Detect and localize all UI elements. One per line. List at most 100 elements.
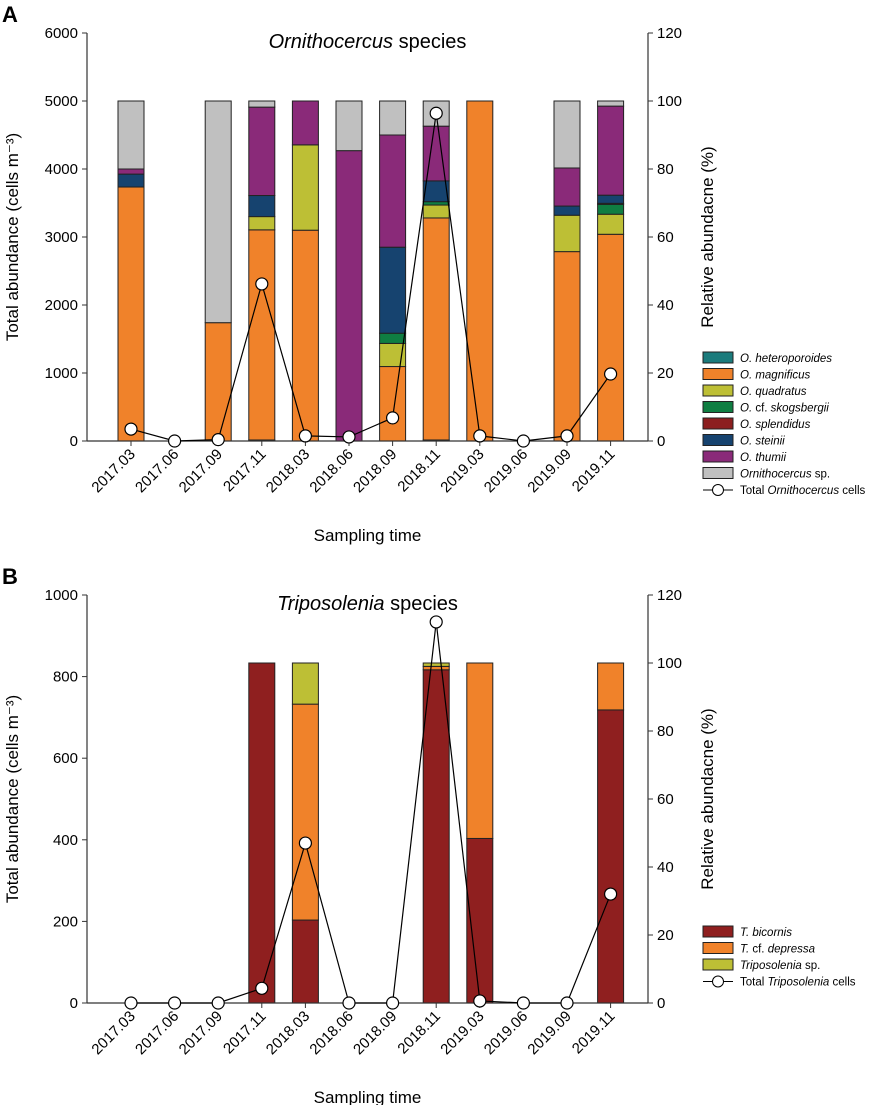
bar-segment	[597, 709, 625, 1004]
bar-segment	[379, 366, 407, 442]
y2-tick-label: 100	[657, 93, 682, 110]
legend-label: Total Triposolenia cells	[740, 977, 856, 989]
x-tick-label: 2018.03	[263, 1008, 313, 1058]
bar-segment	[335, 100, 363, 152]
total-cells-point	[603, 367, 618, 381]
x-tick-label: 2019.03	[437, 446, 487, 496]
x-tick-label: 2019.09	[524, 1008, 574, 1058]
y2-tick-label: 40	[657, 859, 674, 876]
x-tick-label: 2017.09	[176, 446, 226, 496]
total-cells-point	[298, 429, 312, 443]
legend-swatch	[702, 368, 734, 380]
x-tick-label: 2019.11	[569, 1008, 619, 1058]
chart-title: Ornithocercus species	[269, 31, 467, 53]
bar-segment	[248, 100, 276, 108]
legend-swatch	[702, 434, 734, 446]
x-tick-label: 2017.03	[88, 446, 138, 496]
bar-segment	[248, 106, 276, 197]
y2-tick-label: 60	[657, 791, 674, 808]
legend-swatch	[702, 351, 734, 364]
legend-label: T. cf. depressa	[740, 944, 815, 956]
x-tick-label: 2018.11	[394, 446, 444, 496]
legend-label: O. splendidus	[740, 419, 811, 431]
x-tick-label: 2019.06	[481, 1008, 531, 1058]
bar-segment	[597, 194, 625, 204]
total-cells-point	[124, 996, 138, 1010]
total-cells-point	[516, 434, 531, 448]
y-tick-label: 0	[70, 995, 78, 1012]
legend: T. bicornis T. cf. depressa Triposolenia s…	[702, 925, 856, 989]
x-tick-label: 2017.11	[220, 446, 270, 496]
bar-segment	[248, 229, 276, 441]
y-tick-label: 3000	[45, 229, 78, 246]
bar-segment	[422, 201, 450, 206]
legend-label: O. cf. skogsbergii	[740, 403, 829, 415]
legend-swatch	[702, 384, 734, 397]
bar-segment	[597, 100, 625, 107]
bar-segment	[422, 662, 450, 667]
bar-segment	[291, 919, 319, 1004]
x-tick-label: 2017.03	[88, 1008, 138, 1058]
total-cells-point	[560, 996, 574, 1010]
bar-segment	[379, 246, 407, 334]
x-tick-label: 2017.11	[220, 1008, 270, 1058]
legend-swatch	[702, 401, 734, 413]
legend-label: O. magnificus	[740, 370, 811, 382]
total-cells-line	[130, 113, 612, 442]
bar-segment	[597, 662, 625, 711]
x-tick-label: 2018.06	[306, 446, 356, 496]
y-tick-label: 4000	[45, 161, 78, 178]
bar-segment	[248, 195, 276, 218]
y-tick-label: 6000	[45, 25, 78, 42]
y-tick-label: 1000	[45, 587, 78, 604]
y-axis-label: Total abundance (cells m⁻³)	[3, 695, 22, 903]
total-cells-point	[298, 836, 312, 850]
y2-tick-label: 0	[657, 433, 665, 450]
y2-tick-label: 80	[657, 161, 674, 178]
bar-segment	[291, 144, 319, 231]
chart-title: Triposolenia species	[277, 593, 458, 615]
legend: O. heteroporoides O. magnificus O. quadrat…	[702, 351, 866, 497]
x-tick-label: 2017.06	[132, 1008, 182, 1058]
bar-segment	[335, 150, 363, 442]
bar-segment	[553, 100, 581, 169]
total-cells-point	[342, 996, 356, 1010]
total-cells-point	[560, 429, 574, 443]
legend-swatch	[702, 925, 734, 938]
legend-label: Ornithocercus sp.	[740, 469, 830, 481]
bar-segment	[248, 662, 276, 1004]
bar-segment	[466, 662, 494, 839]
bar-segment	[553, 214, 581, 253]
y-tick-label: 200	[53, 913, 78, 930]
total-cells-point	[168, 434, 182, 448]
y2-axis-label: Relative abundacne (%)	[698, 146, 717, 327]
y2-tick-label: 40	[657, 297, 674, 314]
total-cells-point	[255, 277, 269, 291]
x-tick-label: 2019.06	[481, 446, 531, 496]
panel-label: B	[2, 564, 18, 589]
x-axis-label: Sampling time	[314, 1088, 422, 1105]
legend-label: O. thumii	[740, 452, 786, 464]
y2-tick-label: 0	[657, 995, 665, 1012]
legend-label: Triposolenia sp.	[740, 960, 820, 972]
bar-segment	[379, 100, 407, 136]
total-cells-point	[429, 106, 443, 120]
total-cells-point	[429, 615, 443, 629]
total-cells-point	[516, 996, 531, 1010]
y2-tick-label: 100	[657, 655, 682, 672]
bar-segment	[204, 322, 232, 442]
legend-label: Total Ornithocercus cells	[740, 485, 866, 497]
bar-segment	[597, 233, 625, 442]
total-cells-point	[386, 996, 400, 1010]
y-tick-label: 0	[70, 433, 78, 450]
x-tick-label: 2018.11	[394, 1008, 444, 1058]
y2-axis-label: Relative abundacne (%)	[698, 708, 717, 889]
y2-tick-label: 60	[657, 229, 674, 246]
total-cells-point	[342, 430, 356, 444]
bar-segment	[291, 229, 319, 442]
x-tick-label: 2018.06	[306, 1008, 356, 1058]
y-tick-label: 600	[53, 750, 78, 767]
y2-tick-label: 120	[657, 587, 682, 604]
